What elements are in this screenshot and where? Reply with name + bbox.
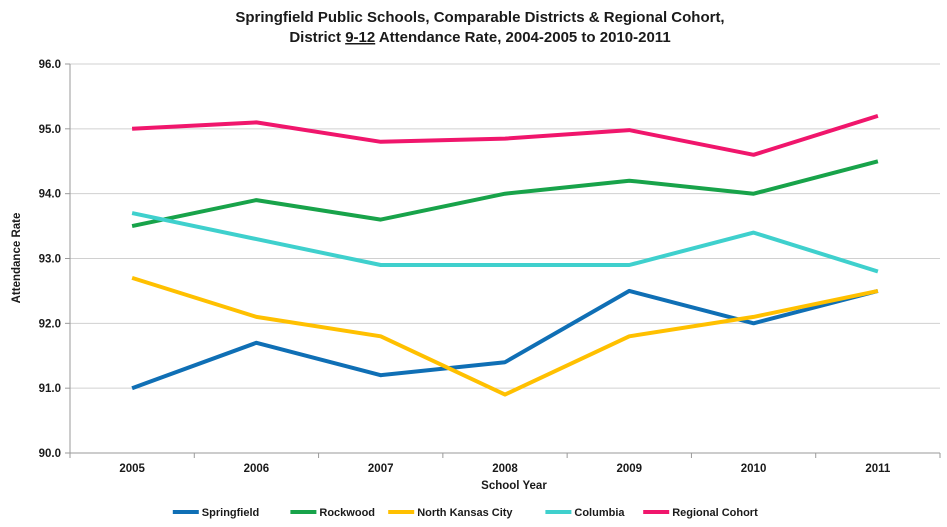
x-tick-label: 2009 (616, 463, 642, 475)
x-tick-label: 2010 (741, 463, 767, 475)
y-tick-label: 90.0 (39, 448, 61, 460)
y-tick-label: 96.0 (39, 59, 61, 71)
chart-title-prefix: District (289, 29, 345, 46)
chart-title-grade-range: 9-12 (345, 29, 375, 46)
y-tick-label: 91.0 (39, 383, 61, 395)
series-line-springfield (131, 288, 879, 391)
x-tick-label: 2007 (368, 463, 394, 475)
series-line-regional-cohort (131, 113, 879, 157)
x-tick-label: 2008 (492, 463, 518, 475)
series-line-rockwood (131, 159, 879, 229)
chart-title-line-2: District 9-12 Attendance Rate, 2004-2005… (289, 29, 670, 46)
y-tick-label: 92.0 (39, 318, 61, 330)
axes: 90.0 91.0 92.0 93.0 94.0 95.0 96.0 2005 2006 2007… (39, 59, 941, 475)
x-tick-label: 2006 (244, 463, 270, 475)
x-axis-title: School Year (481, 480, 547, 492)
series-lines (131, 113, 879, 397)
gridlines (70, 63, 940, 389)
legend: Springfield Rockwood North Kansas City Colu… (172, 507, 758, 519)
y-tick-label: 93.0 (39, 254, 61, 266)
y-axis-title: Attendance Rate (11, 213, 23, 304)
y-tick-label: 95.0 (39, 124, 61, 136)
series-line-north-kansas-city (131, 275, 879, 397)
y-tick-label: 94.0 (39, 189, 61, 201)
x-tick-label: 2005 (119, 463, 145, 475)
legend-label-rockwood: Rockwood (319, 507, 375, 519)
chart-title-line-1: Springfield Public Schools, Comparable D… (235, 9, 724, 26)
chart-title-suffix: Attendance Rate, 2004-2005 to 2010-2011 (375, 29, 670, 46)
legend-label-columbia: Columbia (574, 507, 625, 519)
legend-label-regional-cohort: Regional Cohort (672, 507, 758, 519)
legend-label-north-kansas-city: North Kansas City (417, 507, 513, 519)
legend-label-springfield: Springfield (202, 507, 259, 519)
series-line-columbia (131, 211, 879, 274)
x-tick-label: 2011 (865, 463, 891, 475)
